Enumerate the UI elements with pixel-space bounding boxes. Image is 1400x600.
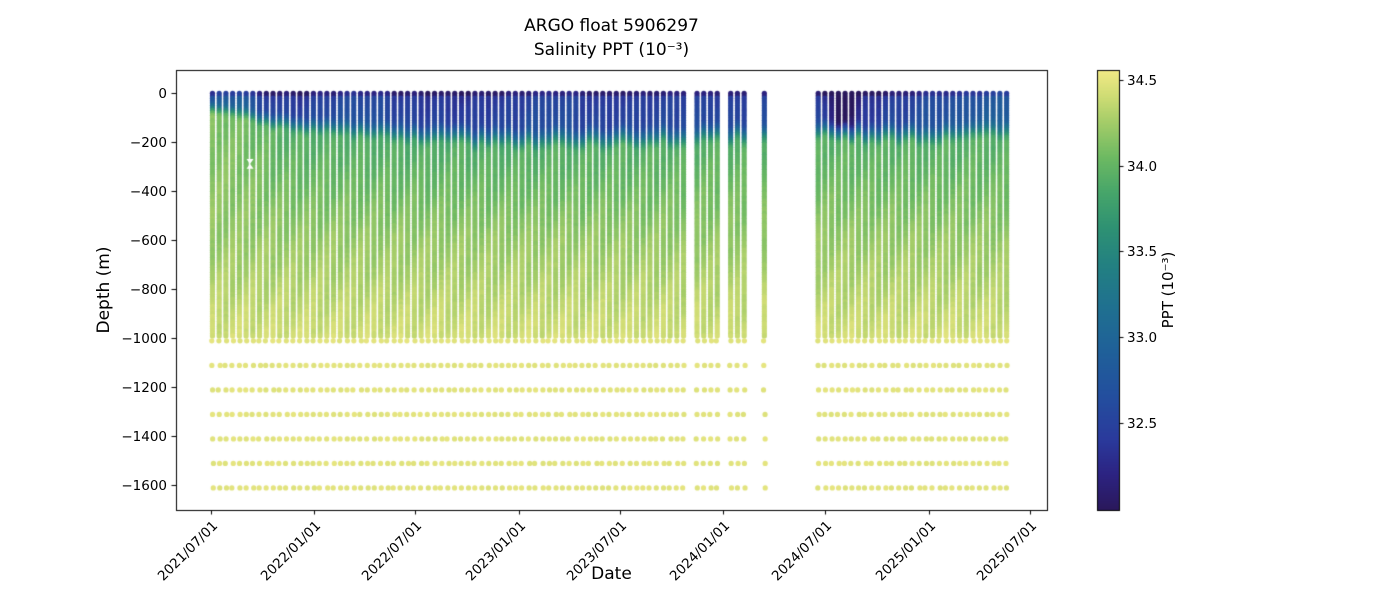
y-tick-label: −1600	[121, 477, 167, 494]
x-axis-label: Date	[591, 564, 632, 584]
y-tick-label: −1000	[121, 330, 167, 347]
chart-title: ARGO float 5906297	[524, 16, 699, 36]
y-tick-label: −600	[129, 232, 167, 249]
chart-subtitle: Salinity PPT (10⁻³)	[533, 40, 690, 60]
colorbar-tick-label: 33.0	[1127, 329, 1158, 346]
y-tick-label: −1200	[121, 379, 167, 396]
colorbar-tick-label: 32.5	[1127, 415, 1158, 432]
y-tick-label: −800	[129, 281, 167, 298]
colorbar-tick-label: 34.0	[1127, 158, 1158, 175]
colorbar-label: PPT (10⁻³)	[1159, 251, 1177, 329]
y-tick-label: −400	[129, 183, 167, 200]
y-tick-label: −1400	[121, 428, 167, 445]
y-tick-label: 0	[158, 85, 167, 102]
colorbar-tick-label: 34.5	[1127, 72, 1158, 89]
y-tick-label: −200	[129, 134, 167, 151]
colorbar-tick-label: 33.5	[1127, 243, 1158, 260]
